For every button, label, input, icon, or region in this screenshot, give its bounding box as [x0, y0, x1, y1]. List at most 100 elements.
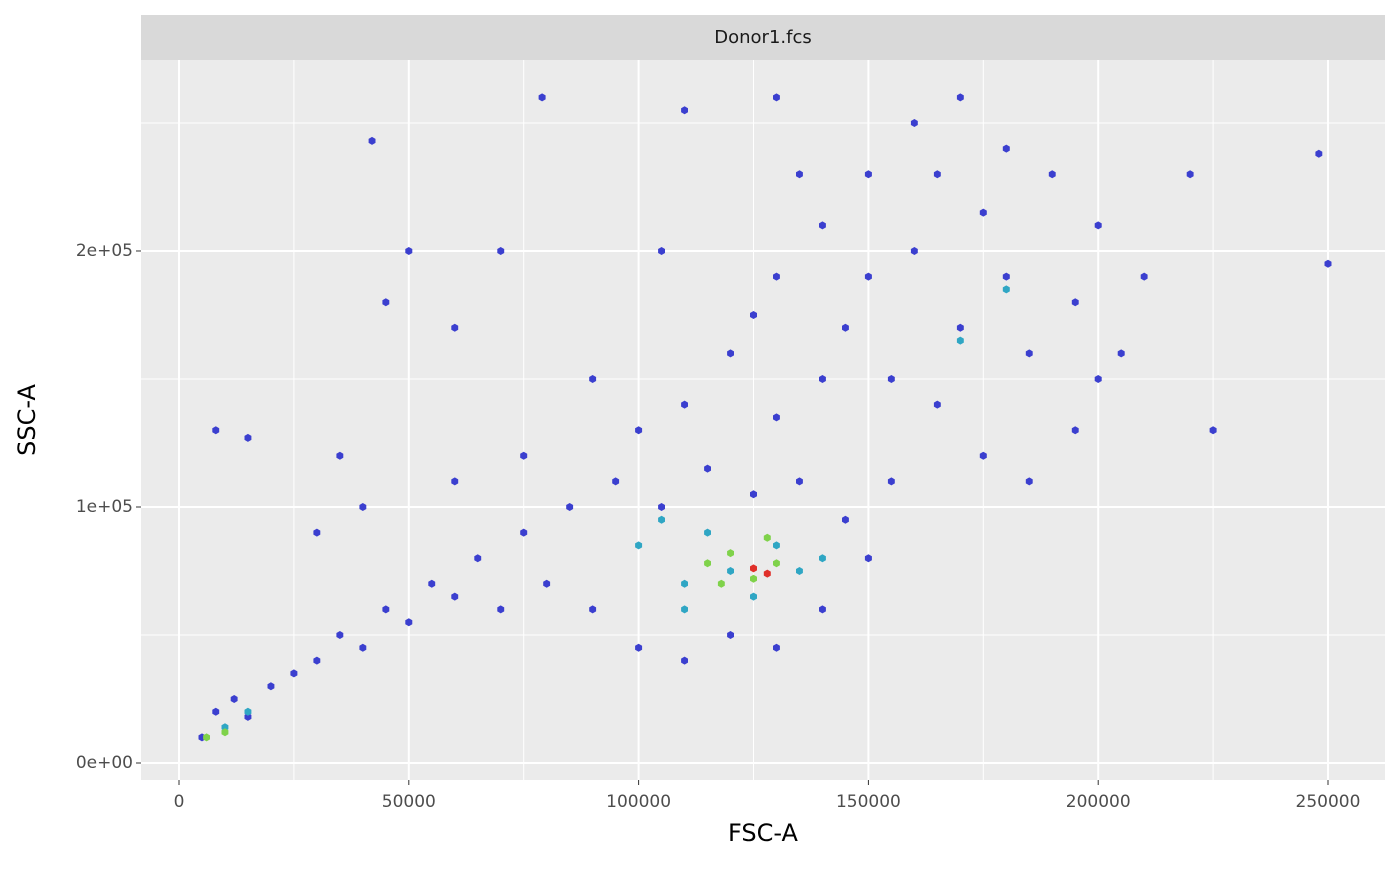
hex-bin: [244, 712, 252, 721]
hex-bin: [658, 515, 665, 524]
hex-bin: [635, 426, 643, 435]
hex-bin: [727, 631, 734, 639]
hex-bin: [773, 272, 780, 281]
hex-bin: [1209, 426, 1217, 435]
x-tick-label: 150000: [836, 792, 901, 812]
hex-bin: [451, 323, 459, 332]
hex-bin: [842, 515, 849, 524]
y-tick-label: 2e+05: [76, 241, 133, 261]
x-tick-label: 250000: [1296, 792, 1361, 812]
hex-bin: [763, 569, 771, 578]
hex-bin: [956, 336, 964, 345]
hex-bin: [589, 605, 597, 614]
hex-bin: [796, 567, 803, 575]
hex-bin: [267, 682, 275, 691]
hex-bin: [773, 643, 780, 652]
hex-bin: [336, 451, 344, 460]
hex-bin: [704, 528, 711, 537]
hex-bin: [451, 477, 459, 486]
x-tick-label: 50000: [382, 792, 436, 812]
hex-bin: [382, 605, 390, 614]
hex-bin: [887, 375, 895, 383]
hex-bin: [864, 170, 872, 179]
strip: [141, 15, 1385, 60]
hex-bin: [796, 477, 803, 486]
hex-bin: [313, 528, 321, 537]
hex-bin: [796, 170, 803, 179]
hex-bin: [763, 533, 771, 542]
hex-bin: [887, 477, 895, 486]
hex-bin: [750, 311, 757, 319]
hex-bin: [359, 643, 367, 652]
hex-bin: [1048, 170, 1056, 179]
hex-bin: [819, 375, 826, 383]
hex-bin: [819, 554, 826, 563]
hex-bin: [589, 375, 597, 383]
hex-bin: [520, 451, 528, 460]
hex-bin: [244, 707, 252, 716]
hex-bin: [1071, 298, 1079, 307]
x-tick-label: 100000: [606, 792, 671, 812]
hex-bin: [681, 605, 688, 614]
hex-bin: [221, 728, 229, 737]
hex-bin: [750, 574, 757, 583]
hex-bin: [1315, 149, 1323, 158]
y-axis-label: SSC-A: [13, 384, 41, 456]
hex-bin: [612, 477, 620, 486]
hex-bin: [979, 208, 987, 217]
hex-bin: [910, 119, 918, 127]
hex-bin: [336, 631, 344, 639]
hex-bin: [1002, 144, 1010, 153]
hex-bin: [773, 413, 780, 422]
hex-bin: [212, 707, 220, 716]
x-tick-label: 0: [174, 792, 185, 812]
hex-bin: [497, 247, 505, 255]
hex-bin: [658, 247, 665, 255]
x-tick-label: 200000: [1066, 792, 1131, 812]
hex-bin: [566, 503, 574, 511]
hex-bin: [727, 567, 734, 575]
hex-bin: [474, 554, 482, 563]
hex-bin: [1002, 285, 1010, 294]
hex-bin: [1094, 221, 1102, 230]
hex-bin: [717, 579, 725, 588]
hex-bin: [750, 490, 757, 499]
hex-bin: [704, 464, 711, 473]
hex-bin: [1025, 477, 1033, 486]
hex-bin: [910, 247, 918, 255]
hex-bin: [1025, 349, 1033, 358]
hex-bin: [773, 541, 780, 550]
hex-bin: [681, 106, 688, 115]
hex-bin: [244, 433, 252, 442]
hex-bin: [1186, 170, 1194, 179]
hex-bin: [956, 93, 964, 102]
hex-bin: [819, 605, 826, 614]
hex-bin: [704, 559, 711, 568]
x-axis-label: FSC-A: [728, 819, 799, 847]
panel: [141, 60, 1385, 780]
hex-bin: [842, 323, 849, 332]
hex-bin: [773, 559, 780, 568]
hex-bin: [538, 93, 546, 102]
y-tick-label: 1e+05: [76, 497, 133, 517]
hex-bin: [520, 528, 528, 537]
hex-bin: [727, 549, 734, 558]
hex-bin: [727, 349, 734, 358]
hex-bin: [230, 695, 238, 703]
hex-bin: [221, 723, 229, 732]
hex-bin: [1324, 259, 1332, 268]
hex-bin: [382, 298, 390, 307]
hex-bin: [933, 400, 941, 409]
hex-bin: [681, 579, 688, 588]
hex-bin: [658, 503, 665, 511]
y-tick-label: 0e+00: [76, 753, 133, 773]
hex-bin: [681, 400, 688, 409]
hex-bin: [405, 247, 413, 255]
hex-bin: [979, 451, 987, 460]
hex-bin: [543, 579, 551, 588]
hex-bin: [933, 170, 941, 179]
hex-bin: [819, 221, 826, 230]
hex-bin: [290, 669, 298, 678]
hex-bin: [212, 426, 220, 435]
